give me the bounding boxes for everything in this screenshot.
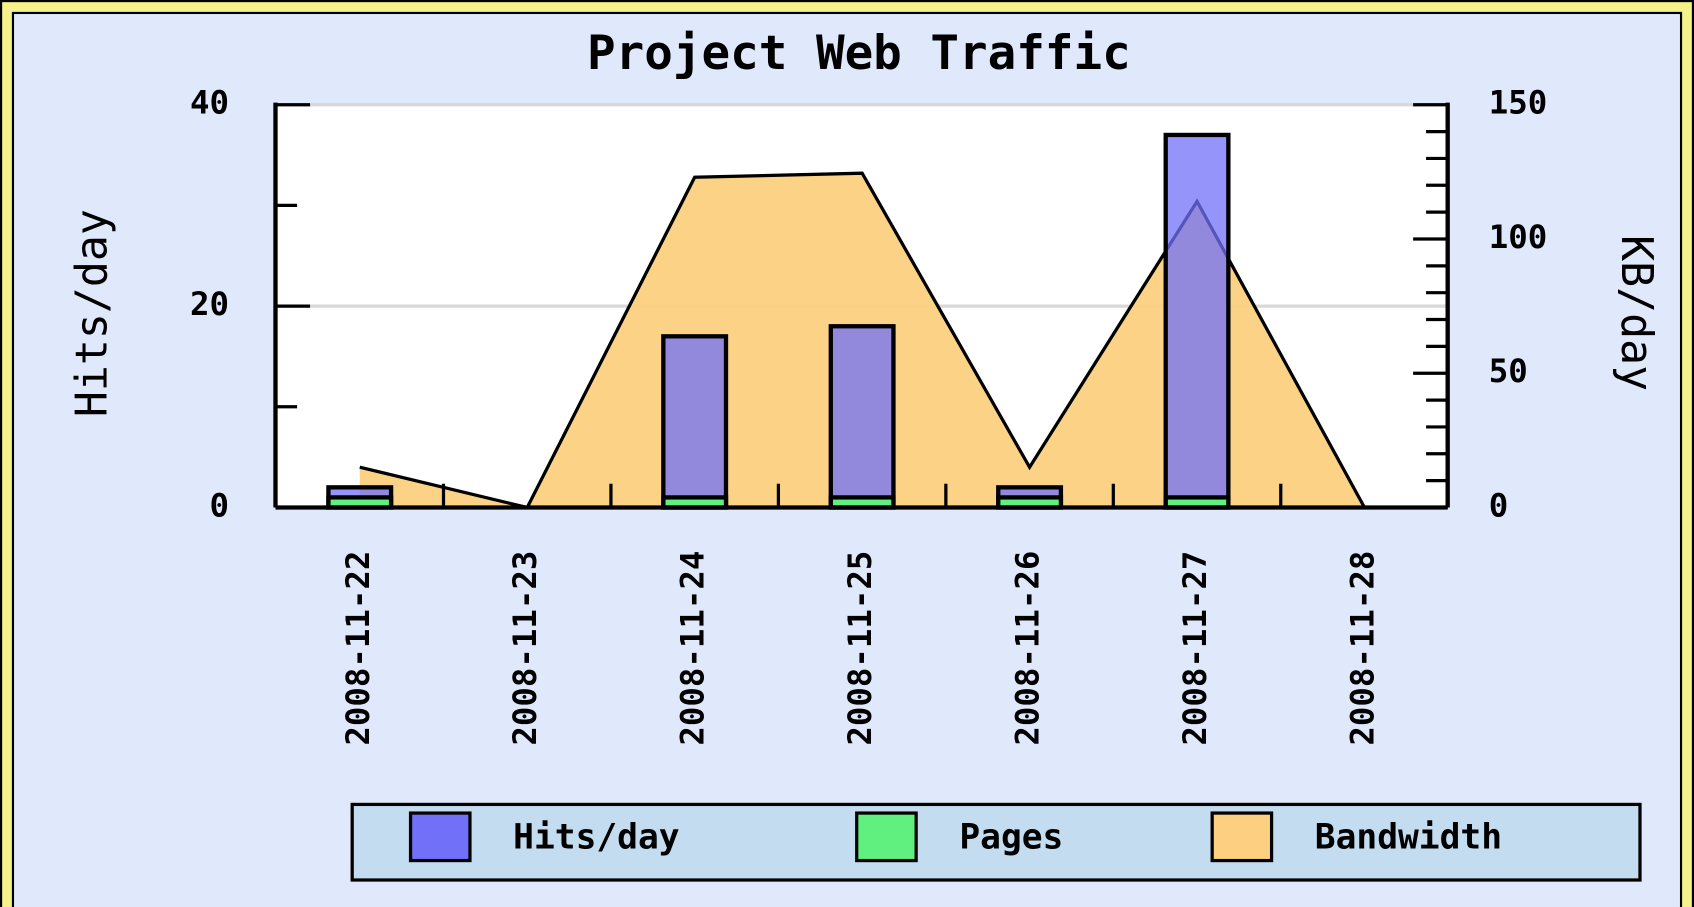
chart-title: Project Web Traffic [587,26,1131,81]
x-tick-label: 2008-11-26 [1009,551,1047,746]
bar [1163,132,1231,510]
bar [661,334,729,510]
x-tick-label: 2008-11-28 [1343,551,1381,746]
x-tick-label: 2008-11-25 [841,551,879,746]
y-tick-label: 0 [210,486,230,524]
bar [828,324,896,510]
legend-label: Hits/day [513,817,679,857]
x-tick-label: 2008-11-27 [1176,551,1214,746]
legend-label: Pages [959,817,1063,857]
legend-swatch [1210,811,1274,863]
y-tick-label: 20 [190,285,229,323]
x-tick-label: 2008-11-24 [674,551,712,746]
y-axis-label: Hits/day [68,209,118,417]
y2-axis-label: KB/day [1611,235,1661,391]
legend-swatch [855,811,918,863]
legend [350,802,1642,882]
x-tick-label: 2008-11-23 [506,551,544,746]
y2-tick-label: 0 [1489,486,1509,524]
legend-swatch [408,811,472,863]
y2-tick-label: 150 [1489,84,1548,122]
y2-tick-label: 100 [1489,218,1548,256]
y2-tick-label: 50 [1489,352,1528,390]
y-tick-label: 40 [190,84,229,122]
legend-label: Bandwidth [1315,817,1502,857]
x-tick-label: 2008-11-22 [339,551,377,746]
